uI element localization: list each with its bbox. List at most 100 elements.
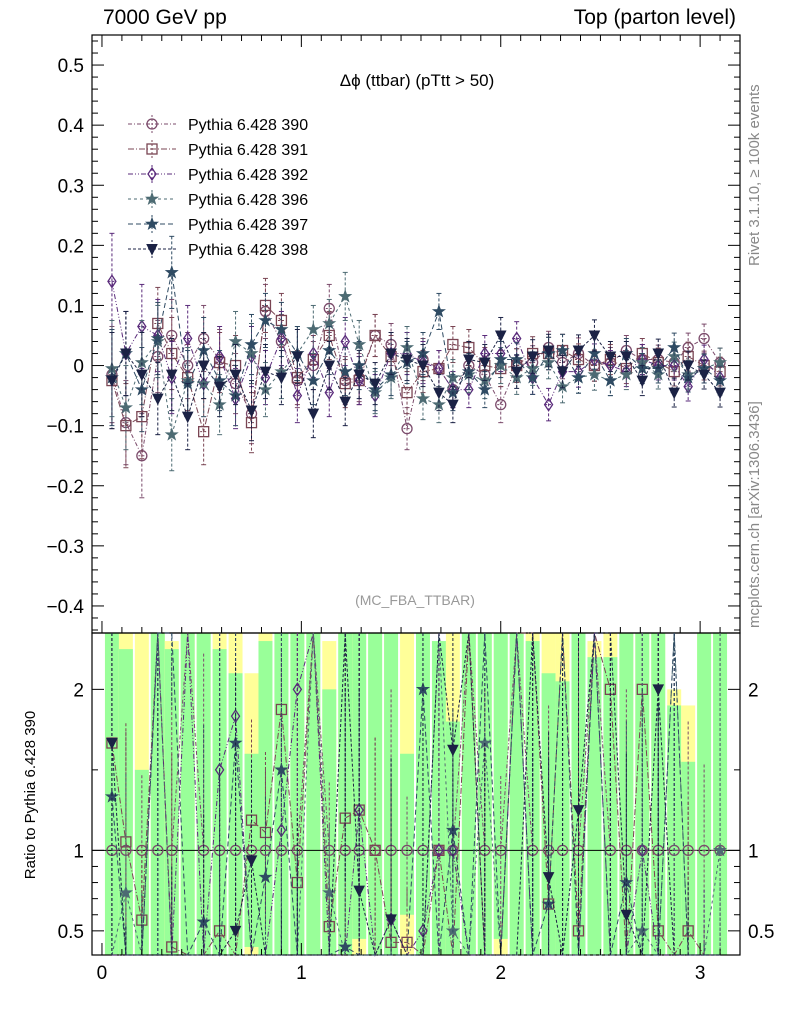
data-point bbox=[324, 385, 335, 400]
y-tick-label: 0.3 bbox=[58, 176, 84, 197]
ratio-point bbox=[542, 872, 555, 884]
ratio-line bbox=[111, 632, 721, 957]
legend-item-5: Pythia 6.428 398 bbox=[128, 240, 308, 259]
main-series-0 bbox=[106, 283, 726, 499]
data-point bbox=[258, 313, 273, 327]
ratio-point bbox=[292, 682, 303, 697]
data-point bbox=[106, 375, 118, 388]
legend-item-4: Pythia 6.428 397 bbox=[128, 215, 308, 234]
legend-marker bbox=[146, 143, 158, 155]
legend-label: Pythia 6.428 391 bbox=[188, 142, 308, 159]
data-point bbox=[164, 427, 179, 441]
header-right: Top (parton level) bbox=[573, 6, 736, 29]
data-point bbox=[682, 360, 694, 373]
series-line bbox=[111, 281, 721, 406]
data-point bbox=[244, 337, 259, 351]
data-point bbox=[275, 372, 288, 385]
chart-watermark: (MC_FBA_TTBAR) bbox=[355, 592, 475, 608]
x-tick-label: 3 bbox=[695, 963, 706, 984]
legend-marker bbox=[147, 166, 157, 182]
data-point bbox=[259, 366, 272, 379]
data-point bbox=[150, 331, 165, 345]
x-tick-label: 1 bbox=[296, 963, 307, 984]
data-point bbox=[542, 345, 555, 358]
data-point bbox=[401, 354, 413, 367]
data-point bbox=[668, 387, 681, 400]
ratio-point bbox=[447, 744, 459, 757]
data-point bbox=[510, 366, 523, 379]
data-point bbox=[136, 369, 148, 382]
series-line bbox=[111, 295, 721, 435]
legend-label: Pythia 6.428 392 bbox=[188, 167, 308, 184]
ratio-y-tick-label: 0.5 bbox=[58, 922, 84, 943]
ratio-point bbox=[259, 844, 272, 856]
ratio-point bbox=[434, 843, 444, 858]
data-point bbox=[401, 423, 413, 435]
main-panel-series bbox=[104, 232, 728, 499]
ratio-band-inner bbox=[587, 657, 602, 955]
ratio-point bbox=[713, 843, 728, 857]
y-tick-label: 0.2 bbox=[58, 236, 84, 257]
data-point bbox=[417, 360, 429, 373]
ratio-y-axis-label: Ratio to Pythia 6.428 390 bbox=[22, 711, 39, 879]
ratio-point bbox=[369, 844, 381, 856]
data-point bbox=[556, 366, 569, 379]
ratio-y-tick-label: 1 bbox=[73, 841, 84, 862]
ratio-point bbox=[229, 925, 242, 938]
ratio-band-inner bbox=[461, 633, 476, 955]
data-point bbox=[338, 288, 353, 303]
data-point bbox=[619, 367, 634, 381]
data-point bbox=[464, 382, 474, 397]
chart-title: Δϕ (ttbar) (pTtt > 50) bbox=[340, 71, 495, 90]
ratio-point bbox=[258, 869, 273, 884]
data-point bbox=[151, 393, 164, 406]
data-point bbox=[447, 399, 459, 412]
ratio-line bbox=[111, 632, 721, 957]
ratio-point bbox=[682, 925, 694, 937]
legend-item-0: Pythia 6.428 390 bbox=[128, 115, 308, 134]
y-tick-label: −0.4 bbox=[46, 597, 84, 618]
data-point bbox=[401, 386, 413, 399]
main-panel-axes: −0.4 −0.3 −0.2 −0.1 0 0.1 0.2 0.3 0.4 0.5 bbox=[46, 35, 740, 633]
ratio-y-tick-label: 2 bbox=[73, 680, 84, 701]
legend-label: Pythia 6.428 398 bbox=[188, 242, 308, 259]
ratio-band-inner bbox=[493, 633, 508, 939]
data-point bbox=[698, 369, 710, 382]
data-point bbox=[369, 329, 381, 342]
data-point bbox=[107, 274, 117, 289]
y-tick-label: 0.4 bbox=[58, 116, 85, 137]
y-tick-label: −0.1 bbox=[46, 417, 84, 438]
data-point bbox=[182, 331, 193, 346]
ratio-point bbox=[652, 684, 665, 696]
data-point bbox=[603, 373, 618, 387]
ratio-point bbox=[245, 855, 258, 868]
data-point bbox=[667, 340, 682, 354]
y-tick-label: −0.2 bbox=[46, 477, 84, 498]
ratio-point bbox=[353, 885, 365, 898]
data-point bbox=[164, 264, 179, 279]
y-tick-label: −0.3 bbox=[46, 537, 84, 558]
ratio-point bbox=[698, 844, 710, 856]
data-point bbox=[587, 346, 602, 360]
data-point bbox=[306, 373, 321, 387]
data-point bbox=[651, 367, 666, 381]
ratio-point bbox=[276, 823, 287, 838]
data-point bbox=[477, 382, 492, 396]
legend-item-2: Pythia 6.428 392 bbox=[128, 165, 308, 184]
data-point bbox=[447, 338, 459, 351]
legend-label: Pythia 6.428 390 bbox=[188, 117, 308, 134]
ratio-line bbox=[111, 632, 721, 957]
ratio-point bbox=[230, 709, 241, 724]
data-point bbox=[198, 426, 210, 438]
ratio-point bbox=[106, 738, 118, 750]
ratio-point bbox=[418, 923, 428, 939]
data-point bbox=[385, 348, 397, 361]
data-point bbox=[587, 367, 602, 381]
main-series-2 bbox=[107, 232, 725, 430]
legend-item-1: Pythia 6.428 391 bbox=[128, 140, 308, 159]
ratio-point bbox=[401, 844, 413, 856]
y-tick-label: 0 bbox=[73, 357, 84, 378]
data-point bbox=[118, 400, 133, 414]
ratio-point bbox=[620, 909, 633, 922]
data-point bbox=[463, 354, 475, 367]
